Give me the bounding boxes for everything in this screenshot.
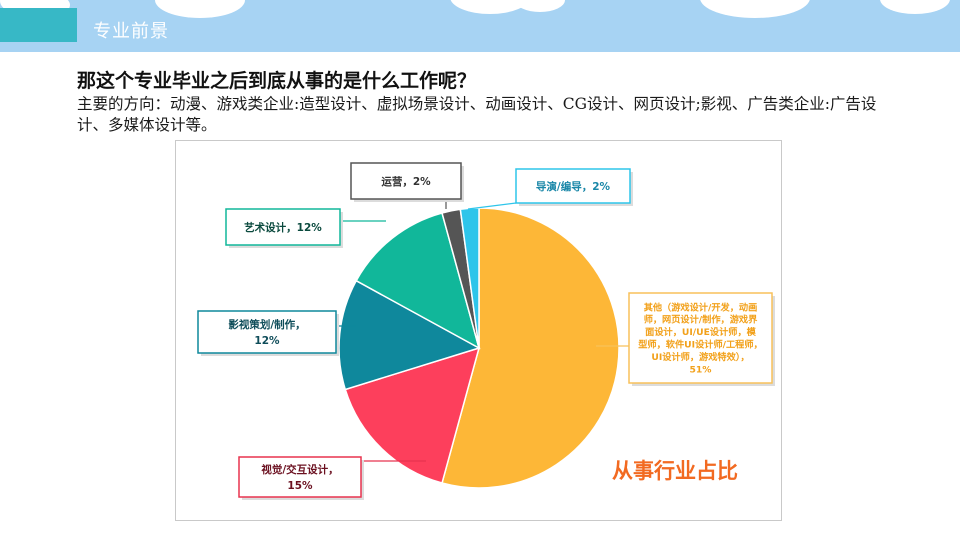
pie-chart: 其他（游戏设计/开发，动画师，网页设计/制作，游戏界面设计，UI/UE设计师，模…: [197, 162, 775, 500]
callout-leader-line: [467, 202, 517, 210]
callout-label: 51%: [690, 364, 712, 375]
callout-label: 12%: [254, 335, 280, 347]
pie-slice: [441, 207, 620, 489]
cloud-decoration: [155, 0, 245, 18]
callout-label: 15%: [287, 480, 313, 492]
slice-callout: 其他（游戏设计/开发，动画师，网页设计/制作，游戏界面设计，UI/UE设计师，模…: [596, 292, 775, 386]
cloud-decoration: [515, 0, 565, 12]
callout-label: UI设计师，游戏特效），: [651, 351, 749, 363]
cloud-decoration: [450, 0, 530, 14]
header-banner: 专业前景: [0, 0, 960, 52]
callout-label: 型师，软件UI设计师/工程师，: [638, 339, 762, 351]
chart-title: 从事行业占比: [612, 459, 738, 483]
callout-label: 师，网页设计/制作，游戏界: [644, 314, 758, 326]
slice-callout: 影视策划/制作， 12%: [197, 310, 356, 356]
callout-label: 艺术设计，12%: [244, 221, 322, 234]
callout-label: 面设计，UI/UE设计师，模: [645, 326, 756, 338]
slice-callout: 运营，2%: [350, 162, 464, 209]
callout-box: [225, 208, 341, 246]
callout-box: [197, 310, 337, 354]
callout-box: [628, 292, 773, 384]
pie-slice: [344, 346, 481, 484]
cloud-decoration: [880, 0, 950, 14]
pie-slice: [355, 212, 481, 350]
cloud-decoration: [700, 0, 810, 18]
callout-label: 视觉/交互设计，: [261, 463, 338, 476]
callout-label: 影视策划/制作，: [228, 318, 305, 331]
chart-frame: 其他（游戏设计/开发，动画 师，网页设计/制作，游戏界 面设计，UI/UE设计师，模…: [175, 140, 782, 521]
callout-label: 导演/编导，2%: [536, 180, 611, 193]
slice-callout: 视觉/交互设计， 15%: [238, 456, 426, 500]
slice-callout: 艺术设计，12%: [225, 208, 386, 248]
pie-slice: [338, 279, 481, 391]
slice-callout: 导演/编导，2%: [467, 168, 633, 210]
page-question: 那这个专业毕业之后到底从事的是什么工作呢？: [77, 70, 477, 92]
callout-box: [515, 168, 631, 204]
section-title: 专业前景: [93, 21, 169, 42]
page-description: 主要的方向：动漫、游戏类企业:造型设计、虚拟场景设计、动画设计、CG设计、网页设…: [77, 95, 877, 134]
callout-box: [238, 456, 362, 498]
callout-box: [350, 162, 462, 200]
section-tab: [0, 8, 77, 42]
callout-label: 运营，2%: [381, 175, 431, 188]
callout-label: 其他（游戏设计/开发，动画: [644, 301, 758, 313]
